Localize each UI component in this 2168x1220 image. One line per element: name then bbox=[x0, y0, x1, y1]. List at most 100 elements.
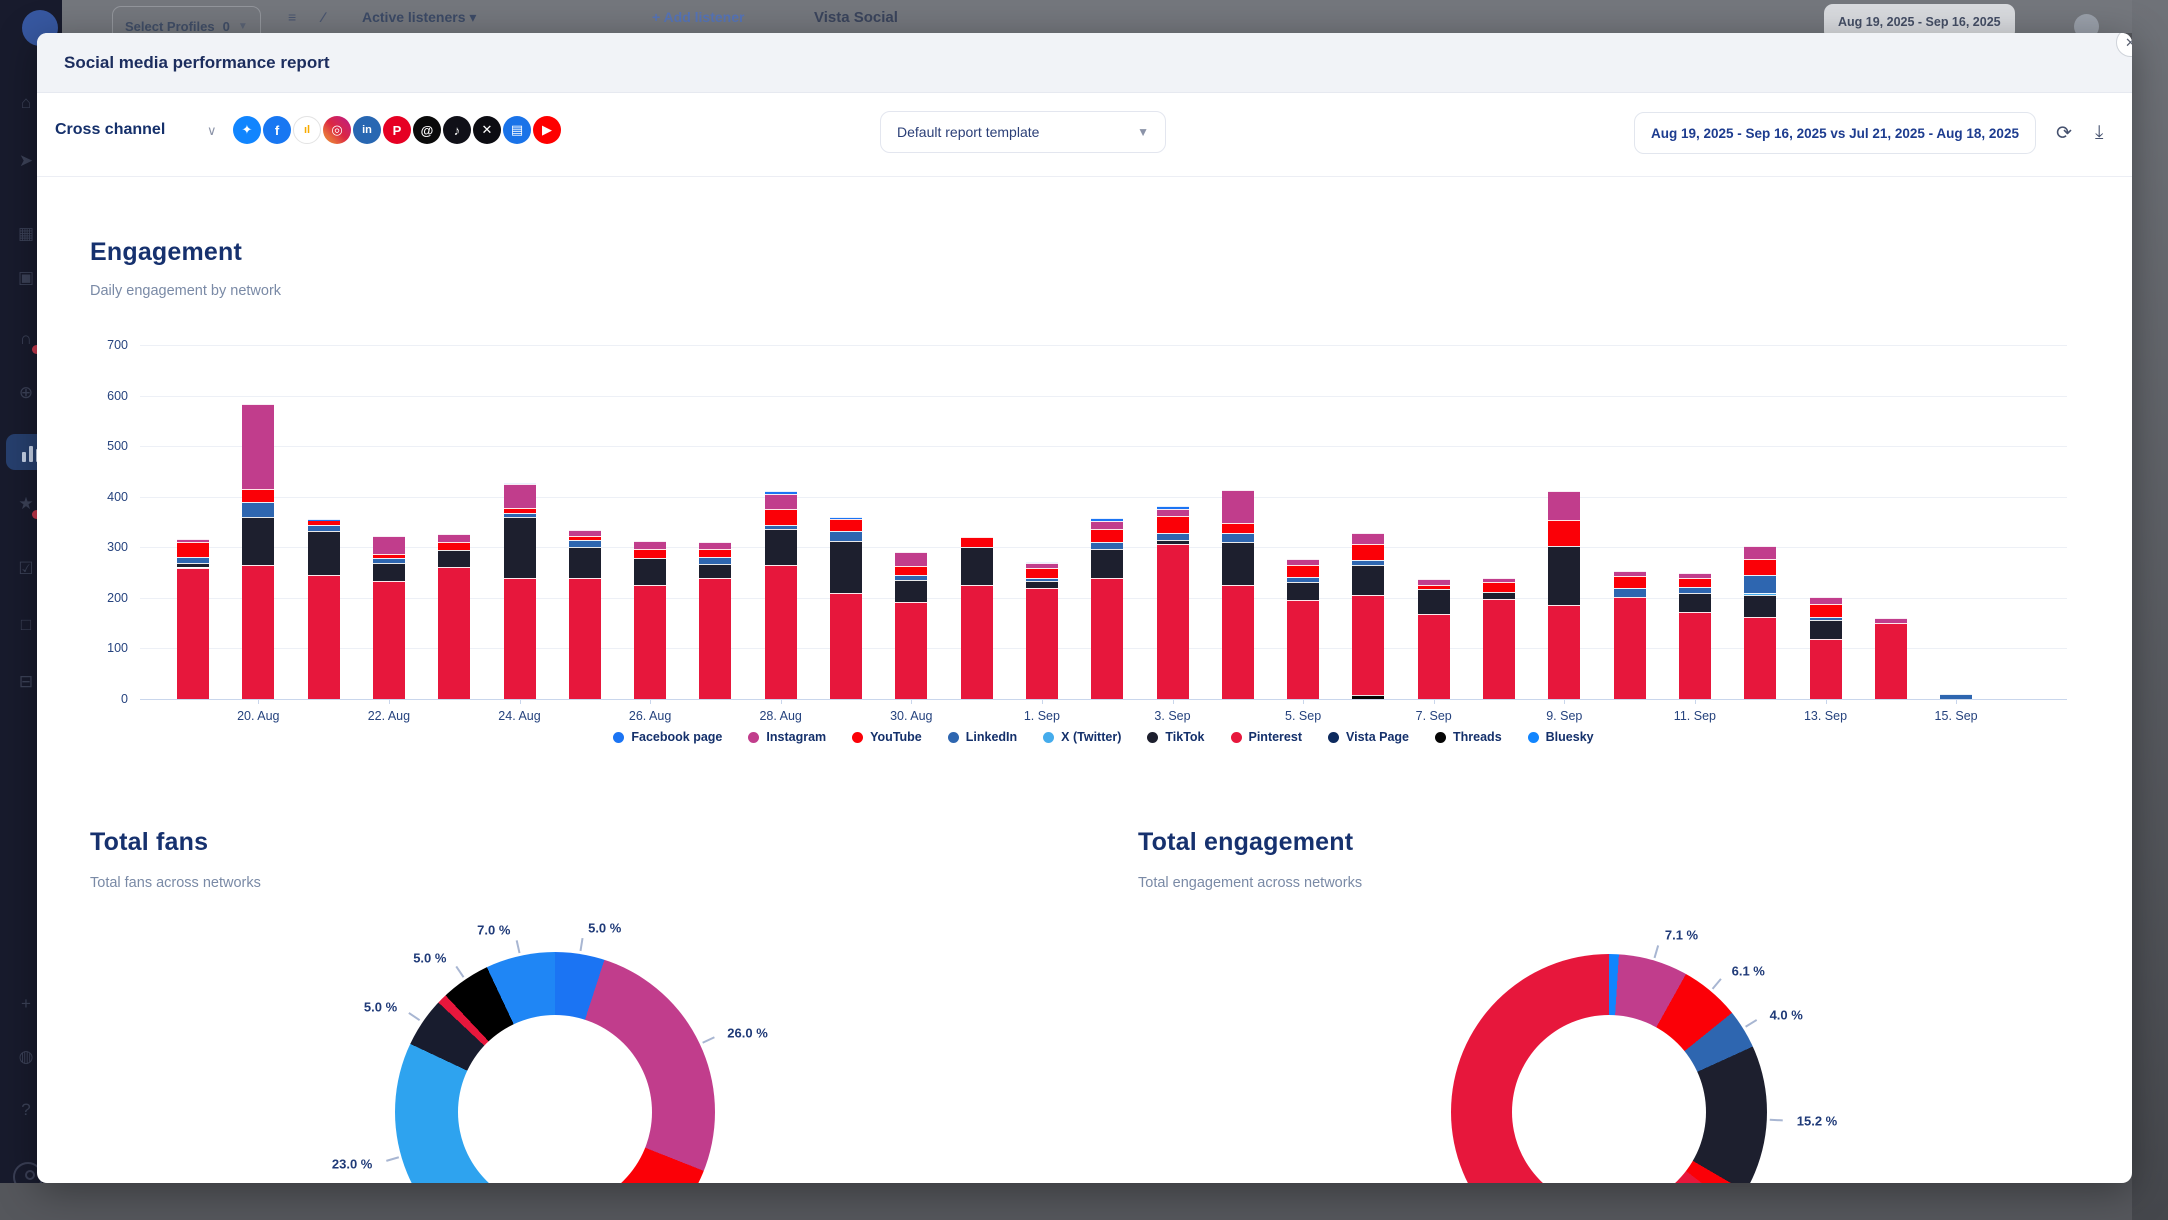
legend-label: TikTok bbox=[1165, 730, 1205, 744]
sidebar-item-tasks[interactable]: ☑ bbox=[18, 559, 34, 578]
bar-segment bbox=[438, 550, 471, 567]
legend-dot bbox=[852, 731, 864, 743]
bar-segment bbox=[242, 489, 275, 502]
x-twitter-icon[interactable]: ✕ bbox=[473, 116, 501, 144]
bar-segment bbox=[1744, 595, 1777, 617]
youtube-icon[interactable]: ▶ bbox=[533, 116, 561, 144]
bar-segment bbox=[1744, 559, 1777, 575]
sidebar-item-publish[interactable]: ➤ bbox=[18, 151, 34, 170]
legend-item[interactable]: Facebook page bbox=[613, 730, 722, 744]
legend-item[interactable]: Vista Page bbox=[1328, 730, 1409, 744]
edit-icon[interactable]: ∕ bbox=[322, 9, 325, 25]
sidebar-item-reviews[interactable]: ★ bbox=[13, 491, 41, 519]
sidebar-item-media[interactable]: ▣ bbox=[17, 268, 35, 287]
sidebar-item-home[interactable]: ⌂ bbox=[20, 93, 32, 112]
tiktok-icon[interactable]: ♪ bbox=[443, 116, 471, 144]
bar-segment bbox=[764, 565, 797, 699]
sidebar-item-inbox[interactable]: □ bbox=[20, 615, 32, 634]
active-listeners-tab[interactable]: Active listeners ▾ bbox=[362, 9, 477, 25]
bar-segment bbox=[177, 567, 209, 699]
legend-item[interactable]: Pinterest bbox=[1230, 730, 1302, 744]
sidebar-item-listening[interactable]: ∩ bbox=[13, 326, 41, 354]
x-axis-label: 20. Aug bbox=[237, 709, 280, 723]
bar-segment bbox=[1874, 618, 1907, 624]
x-axis-label: 3. Sep bbox=[1154, 709, 1191, 723]
x-axis-label: 11. Sep bbox=[1673, 709, 1716, 723]
bar-segment bbox=[1025, 578, 1058, 581]
x-axis-tick bbox=[519, 699, 521, 704]
engagement-title: Engagement bbox=[90, 238, 243, 266]
bar-segment bbox=[177, 563, 209, 568]
gridline bbox=[140, 345, 2067, 346]
legend-item[interactable]: Instagram bbox=[748, 730, 826, 744]
bar-segment bbox=[960, 546, 993, 586]
sidebar-item-connections[interactable]: ⊕ bbox=[18, 383, 34, 402]
bar-segment bbox=[1613, 596, 1646, 699]
bar-segment bbox=[764, 494, 797, 509]
legend-label: Threads bbox=[1453, 730, 1502, 744]
sidebar-item-notifications[interactable]: ◍ bbox=[18, 1047, 34, 1066]
bluesky-icon[interactable]: ✦ bbox=[233, 116, 261, 144]
bar-segment bbox=[1156, 544, 1189, 699]
bar-segment bbox=[1613, 576, 1646, 589]
bar-segment bbox=[830, 516, 862, 520]
sidebar-item-company[interactable]: ⊟ bbox=[18, 672, 34, 691]
linkedin-icon[interactable]: in bbox=[353, 116, 381, 144]
refresh-icon[interactable]: ⟳ bbox=[2056, 123, 2072, 144]
legend-item[interactable]: YouTube bbox=[852, 730, 922, 744]
bar-segment bbox=[830, 593, 862, 699]
download-icon[interactable]: ⤓ bbox=[2095, 122, 2104, 143]
x-axis-label: 24. Aug bbox=[498, 709, 541, 723]
threads-icon[interactable]: @ bbox=[413, 116, 441, 144]
vista-page-icon[interactable]: ▤ bbox=[503, 116, 531, 144]
bar-segment bbox=[1809, 597, 1842, 605]
bar-segment bbox=[568, 578, 601, 699]
legend-item[interactable]: Threads bbox=[1435, 730, 1502, 744]
legend-item[interactable]: Bluesky bbox=[1527, 730, 1594, 744]
facebook-icon[interactable]: f bbox=[263, 116, 291, 144]
sidebar-item-help[interactable]: ? bbox=[21, 1100, 31, 1119]
bar-segment bbox=[830, 540, 862, 594]
x-axis-tick bbox=[388, 699, 390, 704]
sidebar-item-calendar[interactable]: ▦ bbox=[17, 224, 35, 243]
chevron-down-icon: ▼ bbox=[237, 20, 248, 32]
legend-dot bbox=[1527, 731, 1539, 743]
dimmed-topbar: Select Profiles 0 ▼ ≡ ∕ Active listeners… bbox=[0, 0, 2168, 33]
avatar[interactable] bbox=[2074, 14, 2099, 33]
legend-dot bbox=[1328, 731, 1339, 743]
pie-label-connector bbox=[408, 1012, 421, 1021]
legend-item[interactable]: X (Twitter) bbox=[1043, 730, 1121, 744]
list-view-icon[interactable]: ≡ bbox=[288, 9, 297, 25]
x-axis-tick bbox=[650, 699, 652, 704]
report-date-range-button[interactable]: Aug 19, 2025 - Sep 16, 2025 vs Jul 21, 2… bbox=[1634, 112, 2036, 154]
bar-segment bbox=[1483, 578, 1515, 583]
x-axis-tick bbox=[1956, 699, 1958, 704]
add-listener-button[interactable]: + Add listener bbox=[652, 9, 745, 25]
x-axis-label: 30. Aug bbox=[890, 709, 933, 723]
pie-percentage-label: 5.0 % bbox=[588, 920, 622, 936]
bar-segment bbox=[1352, 559, 1385, 566]
bar-segment bbox=[503, 516, 536, 579]
legend-item[interactable]: TikTok bbox=[1147, 730, 1205, 744]
bar-segment bbox=[1352, 565, 1385, 596]
report-template-select[interactable]: Default report template ▼ bbox=[880, 111, 1166, 153]
select-profiles-chip[interactable]: Select Profiles 0 ▼ bbox=[112, 6, 261, 33]
pie-percentage-label: 4.0 % bbox=[1769, 1007, 1803, 1023]
bar-segment bbox=[1548, 490, 1581, 521]
gridline bbox=[140, 446, 2067, 448]
bar-segment bbox=[242, 403, 275, 490]
pinterest-icon[interactable]: P bbox=[383, 116, 411, 144]
bar-segment bbox=[177, 538, 209, 543]
google-analytics-icon[interactable]: ıl bbox=[293, 116, 321, 144]
topbar-date-range[interactable]: Aug 19, 2025 - Sep 16, 2025 bbox=[1824, 4, 2015, 33]
close-icon: ✕ bbox=[2125, 34, 2132, 50]
bar-segment bbox=[634, 585, 667, 699]
sidebar-item-add[interactable]: + bbox=[21, 994, 31, 1013]
bar-segment bbox=[1809, 620, 1842, 639]
chevron-down-icon[interactable]: ∨ bbox=[207, 123, 217, 138]
channel-dropdown[interactable]: Cross channel bbox=[55, 121, 166, 138]
instagram-icon[interactable]: ◎ bbox=[323, 116, 351, 144]
bar-segment bbox=[1221, 490, 1254, 523]
legend-item[interactable]: LinkedIn bbox=[947, 730, 1017, 744]
network-icon-row: ✦ f ıl ◎ in P @ ♪ ✕ ▤ ▶ bbox=[233, 116, 561, 144]
